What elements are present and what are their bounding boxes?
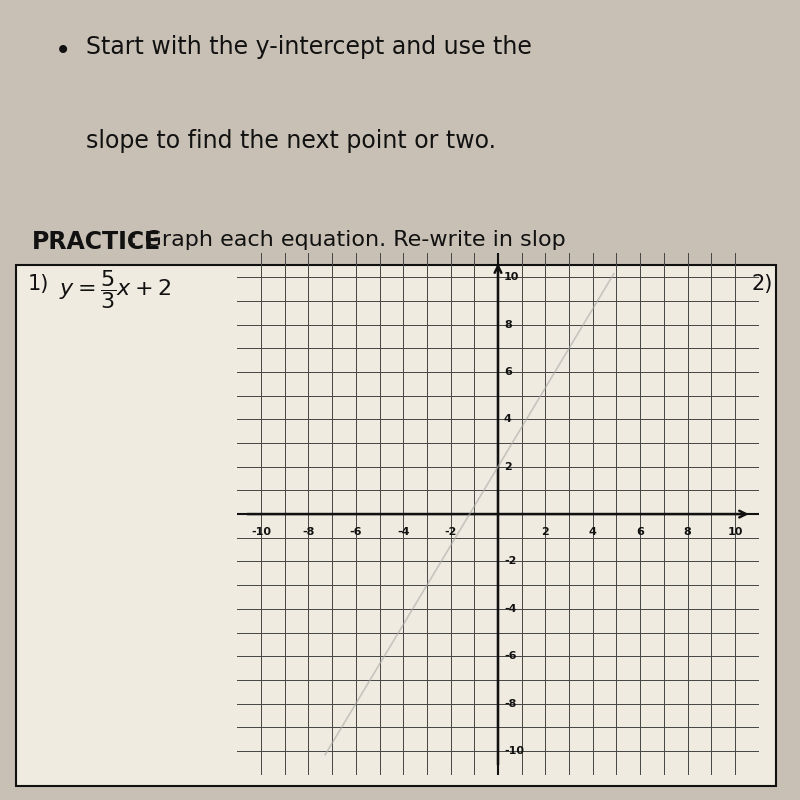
- Text: PRACTICE: PRACTICE: [31, 230, 161, 254]
- Text: 4: 4: [504, 414, 512, 424]
- Text: 8: 8: [684, 527, 691, 537]
- Text: 1): 1): [27, 274, 49, 294]
- Text: $y = \dfrac{5}{3}x + 2$: $y = \dfrac{5}{3}x + 2$: [59, 268, 171, 310]
- FancyBboxPatch shape: [16, 265, 776, 786]
- Text: •: •: [55, 38, 71, 66]
- Text: -4: -4: [397, 527, 410, 537]
- Text: -8: -8: [504, 698, 516, 709]
- Text: 10: 10: [504, 272, 519, 282]
- Text: -8: -8: [302, 527, 314, 537]
- Text: 8: 8: [504, 319, 512, 330]
- Text: -2: -2: [504, 557, 516, 566]
- Text: 2: 2: [542, 527, 550, 537]
- Text: -10: -10: [504, 746, 524, 756]
- Text: 2): 2): [751, 274, 773, 294]
- Text: -4: -4: [504, 604, 517, 614]
- Text: : Graph each equation. Re-write in slop: : Graph each equation. Re-write in slop: [130, 230, 566, 250]
- Text: 4: 4: [589, 527, 597, 537]
- Text: 6: 6: [504, 367, 512, 377]
- Text: -6: -6: [504, 651, 517, 662]
- Text: -10: -10: [251, 527, 271, 537]
- Text: 6: 6: [636, 527, 644, 537]
- Text: 10: 10: [727, 527, 742, 537]
- Text: Start with the y-intercept and use the: Start with the y-intercept and use the: [86, 35, 532, 59]
- Text: -6: -6: [350, 527, 362, 537]
- Text: -2: -2: [445, 527, 457, 537]
- Text: slope to find the next point or two.: slope to find the next point or two.: [86, 129, 496, 153]
- Text: 2: 2: [504, 462, 512, 472]
